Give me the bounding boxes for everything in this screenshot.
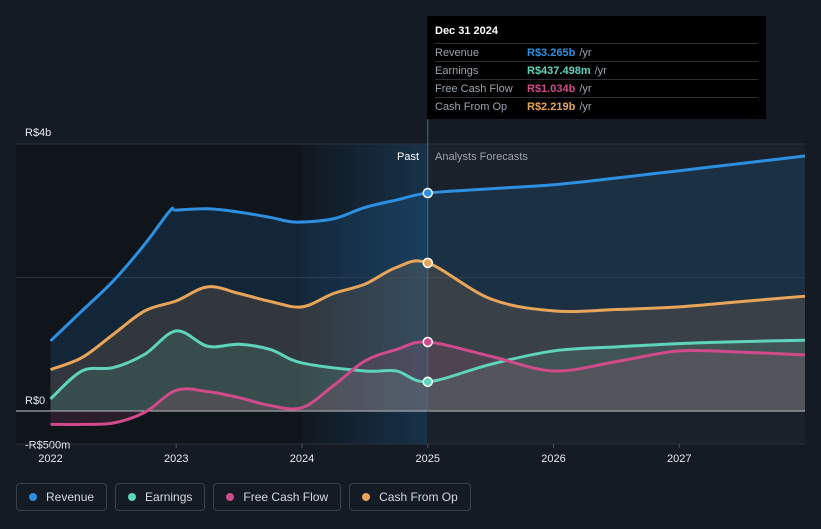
past-label: Past [397, 151, 419, 163]
legend-dot-icon [128, 493, 137, 501]
tooltip-date: Dec 31 2024 [435, 25, 498, 37]
tooltip-label: Free Cash Flow [435, 82, 513, 95]
earnings-area [50, 330, 805, 411]
tooltip-label: Revenue [435, 46, 480, 59]
earnings-marker [422, 376, 434, 388]
legend-item-earnings[interactable]: Earnings [115, 483, 206, 511]
tick-layer: R$4b R$0 -R$500m 2022 2023 2024 2025 2026 2027 [25, 127, 691, 465]
tooltip-value: R$437.498m [527, 64, 591, 77]
data-tooltip: Dec 31 2024 Revenue R$3.265b /yr Earning… [427, 16, 766, 119]
tooltip-row-cash-from-op: Cash From Op R$2.219b /yr [435, 97, 758, 115]
tooltip-value: R$2.219b [527, 100, 576, 113]
tooltip-unit: /yr [579, 82, 592, 95]
legend-item-free-cash-flow[interactable]: Free Cash Flow [213, 483, 342, 511]
cash-from-op-marker [422, 257, 434, 269]
x-tick-label: 2026 [541, 453, 565, 465]
free-cash-flow-marker [422, 336, 434, 348]
y-tick-label: -R$500m [25, 439, 70, 451]
cash-from-op-line [49, 259, 806, 372]
legend-item-revenue[interactable]: Revenue [16, 483, 108, 511]
legend-dot-icon [226, 493, 235, 501]
x-tick-label: 2027 [667, 453, 691, 465]
legend-dot-icon [362, 493, 371, 501]
tooltip-unit: /yr [594, 64, 607, 77]
legend-label: Revenue [46, 490, 95, 504]
forecast-region [427, 144, 805, 444]
legend-label: Earnings [145, 490, 193, 504]
x-tick-label: 2023 [164, 453, 188, 465]
tooltip-row-free-cash-flow: Free Cash Flow R$1.034b /yr [435, 79, 758, 97]
legend-label: Cash From Op [379, 490, 458, 504]
x-tick-label: 2025 [416, 453, 440, 465]
line-layer [49, 154, 806, 426]
y-tick-label: R$4b [25, 127, 51, 139]
revenue-line [49, 154, 806, 342]
chart-legend: Revenue Earnings Free Cash Flow Cash Fro… [16, 483, 471, 511]
x-tick-label: 2024 [290, 453, 314, 465]
legend-item-cash-from-op[interactable]: Cash From Op [349, 483, 471, 511]
earnings-line [49, 329, 806, 401]
x-tick-label: 2022 [38, 453, 62, 465]
marker-layer [422, 187, 434, 388]
legend-dot-icon [29, 493, 37, 501]
tooltip-unit: /yr [579, 46, 592, 59]
tooltip-value: R$3.265b [527, 46, 576, 59]
tooltip-unit: /yr [579, 100, 592, 113]
tooltip-row-revenue: Revenue R$3.265b /yr [435, 43, 758, 61]
y-tick-label: R$0 [25, 395, 45, 407]
free-cash-flow-line [50, 340, 806, 426]
forecast-label: Analysts Forecasts [435, 151, 528, 163]
legend-label: Free Cash Flow [243, 490, 329, 504]
revenue-marker [422, 187, 434, 199]
tooltip-value: R$1.034b [527, 82, 576, 95]
tooltip-label: Earnings [435, 64, 479, 77]
tooltip-row-earnings: Earnings R$437.498m /yr [435, 61, 758, 79]
tooltip-label: Cash From Op [435, 100, 508, 113]
